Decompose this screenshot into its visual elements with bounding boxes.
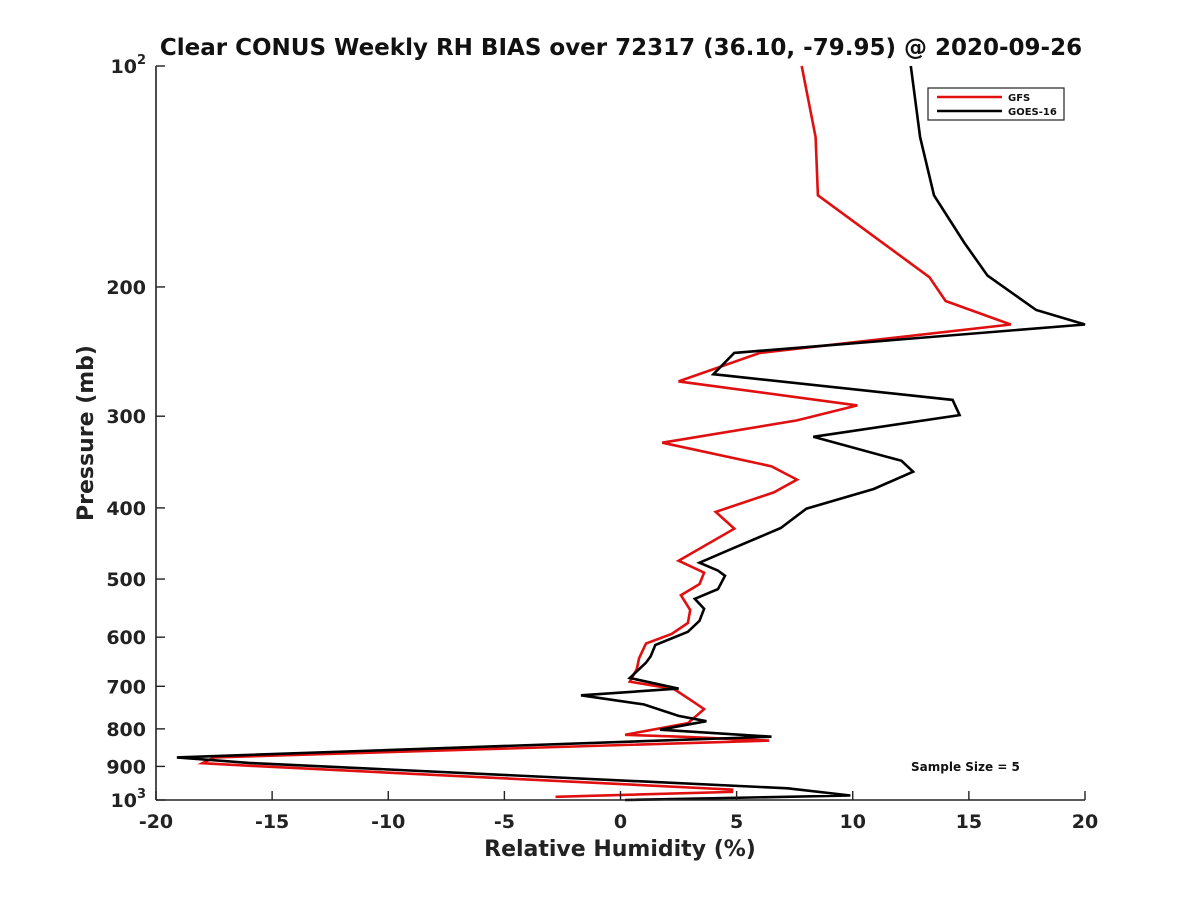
y-tick-label: 700 xyxy=(106,676,146,698)
x-ticks: -20 -15 -10 -5 0 5 10 15 20 xyxy=(139,791,1098,833)
x-tick-label: 15 xyxy=(956,811,982,833)
x-tick-label: -10 xyxy=(371,811,405,833)
y-tick-label: 500 xyxy=(106,569,146,591)
y-tick-base: 10 xyxy=(111,56,137,78)
x-tick-label: -20 xyxy=(139,811,173,833)
y-tick-label: 102 xyxy=(111,53,147,78)
y-tick-label: 300 xyxy=(106,406,146,428)
y-tick-exponent: 2 xyxy=(137,53,146,68)
y-tick-label: 103 xyxy=(111,787,147,812)
chart-title: Clear CONUS Weekly RH BIAS over 72317 (3… xyxy=(160,35,1082,61)
y-tick-label: 200 xyxy=(106,277,146,299)
series-line-goes-16 xyxy=(176,65,1086,802)
y-tick-label: 600 xyxy=(106,627,146,649)
legend-label: GOES-16 xyxy=(1008,107,1057,118)
legend-label: GFS xyxy=(1008,93,1030,104)
y-tick-base: 10 xyxy=(111,790,137,812)
y-tick-label: 800 xyxy=(106,719,146,741)
y-tick-label: 900 xyxy=(106,756,146,778)
y-tick-exponent: 3 xyxy=(137,787,146,802)
x-tick-label: 20 xyxy=(1072,811,1098,833)
x-axis-label: Relative Humidity (%) xyxy=(484,837,756,862)
x-tick-label: -15 xyxy=(255,811,289,833)
x-tick-label: 10 xyxy=(840,811,866,833)
y-axis-label: Pressure (mb) xyxy=(74,345,99,521)
legend-box xyxy=(927,87,1065,121)
x-tick-label: 0 xyxy=(614,811,627,833)
x-tick-label: -5 xyxy=(494,811,515,833)
sample-size-annotation: Sample Size = 5 xyxy=(911,760,1020,774)
x-tick-label: 5 xyxy=(730,811,743,833)
series-layer xyxy=(176,65,1086,802)
y-tick-label: 400 xyxy=(106,498,146,520)
legend: GFS GOES-16 xyxy=(927,87,1065,121)
